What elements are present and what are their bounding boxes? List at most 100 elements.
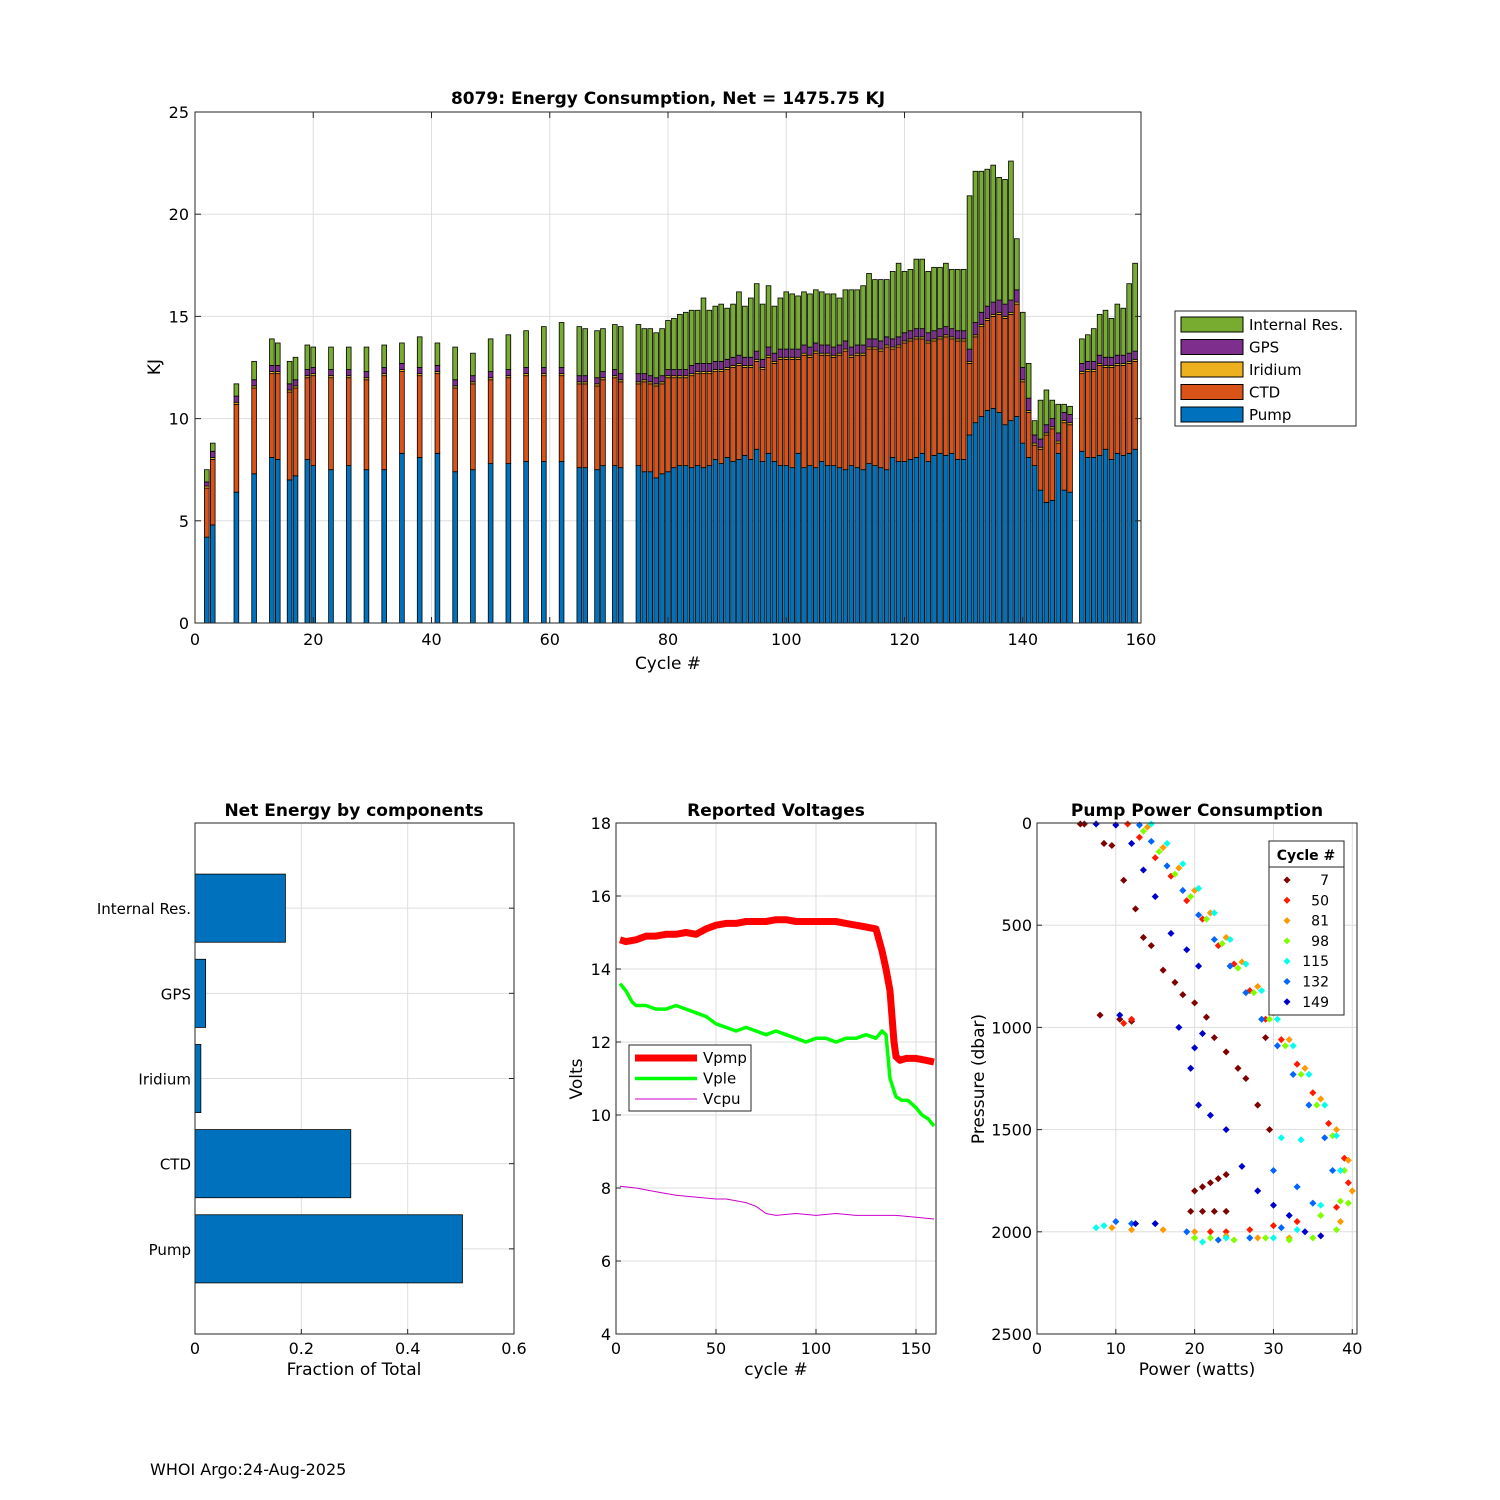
energy-bar-pump — [1126, 452, 1132, 624]
energy-legend-label: Iridium — [1249, 361, 1302, 379]
energy-bar-internal — [972, 170, 979, 323]
footer-stamp: WHOI Argo:24-Aug-2025 — [150, 1460, 347, 1479]
energy-bar-ctd — [209, 459, 216, 526]
voltages-series-vpmp — [618, 916, 935, 1066]
energy-bar-internal — [558, 322, 565, 368]
energy-bar-internal — [1126, 283, 1132, 354]
energy-bar-gps — [1014, 289, 1020, 303]
energy-bar-internal — [854, 289, 860, 346]
net-category-label: Iridium — [138, 1071, 191, 1089]
energy-bar-gps — [209, 450, 216, 458]
energy-bar-gps — [576, 375, 583, 383]
energy-bar-pump — [1120, 454, 1127, 624]
energy-bar-gps — [363, 371, 370, 379]
energy-bar-internal — [1120, 307, 1127, 356]
energy-bar-gps — [771, 352, 778, 362]
energy-bar-internal — [1025, 363, 1032, 399]
energy-legend-swatch-ctd — [1180, 384, 1244, 400]
energy-bar-internal — [1067, 405, 1073, 415]
energy-bar-internal — [830, 293, 837, 348]
energy-legend-swatch-iridium — [1180, 361, 1244, 378]
energy-bar-pump — [706, 465, 713, 624]
energy-bar-internal — [345, 346, 352, 370]
energy-xtick-label: 140 — [1007, 630, 1038, 649]
energy-bar-pump — [771, 461, 778, 624]
energy-bar-internal — [919, 258, 926, 330]
pump-xtick-label: 40 — [1342, 1339, 1362, 1358]
energy-bar-ctd — [617, 381, 624, 469]
energy-bar-gps — [996, 299, 1002, 313]
energy-bar-internal — [269, 338, 275, 366]
energy-bar-ctd — [1031, 444, 1038, 467]
net-bars — [194, 873, 463, 1284]
pump-ticks: 0 10 20 30 40 0 500 1000 1500 2000 2500 — [991, 814, 1362, 1358]
energy-bar-gps — [907, 330, 914, 340]
energy-bar-gps — [1002, 303, 1008, 317]
energy-bar-ctd — [1102, 367, 1109, 450]
energy-bar-internal — [677, 313, 683, 370]
energy-xtick-label: 100 — [771, 630, 802, 649]
energy-bar-internal — [576, 326, 583, 377]
energy-bar-gps — [1120, 354, 1127, 364]
energy-bar-ctd — [434, 373, 441, 454]
energy-bar-gps — [824, 344, 831, 354]
energy-ticks: 0 20 40 60 80 100 120 140 160 0 5 10 15 20 25 — [169, 103, 1157, 649]
energy-bar-gps — [558, 367, 565, 375]
energy-bar-internal — [960, 268, 967, 332]
energy-bar-pump — [523, 461, 529, 624]
energy-bar-pump — [1067, 491, 1073, 624]
energy-bar-pump — [204, 536, 210, 624]
pump-xtick-label: 30 — [1263, 1339, 1283, 1358]
energy-bar-gps — [505, 369, 512, 377]
energy-bar-pump — [943, 454, 949, 624]
energy-bar-internal — [594, 330, 600, 379]
energy-bar-gps — [807, 346, 813, 356]
energy-bar-pump — [1025, 457, 1032, 624]
energy-bar-pump — [310, 465, 317, 624]
energy-bar-ctd — [328, 377, 334, 471]
energy-bar-internal — [470, 352, 476, 377]
energy-bar-internal — [925, 271, 931, 334]
energy-bar-internal — [523, 330, 529, 368]
net-category-label: GPS — [161, 985, 191, 1003]
energy-bar-ctd — [310, 375, 317, 467]
energy-bar-pump — [925, 461, 931, 624]
energy-bar-gps — [872, 338, 878, 348]
energy-bar-gps — [1079, 363, 1085, 372]
energy-bar-ctd — [913, 338, 920, 458]
energy-bar-gps — [1067, 414, 1073, 424]
energy-bar-internal — [795, 295, 801, 350]
energy-bar-pump — [416, 457, 423, 624]
energy-bar-gps — [730, 356, 736, 366]
energy-bar-ctd — [1043, 434, 1050, 503]
energy-bar-pump — [694, 465, 701, 624]
energy-bar-ctd — [996, 313, 1002, 413]
energy-bar-internal — [209, 442, 216, 452]
energy-bar-gps — [860, 344, 866, 354]
energy-bar-pump — [860, 469, 866, 624]
energy-bar-pump — [582, 467, 588, 624]
energy-bar-gps — [434, 365, 441, 372]
energy-bar-internal — [777, 297, 784, 350]
energy-bar-gps — [487, 371, 494, 379]
energy-bar-internal — [996, 177, 1002, 301]
net-bar — [194, 873, 286, 943]
energy-bar-pump — [641, 471, 648, 624]
energy-bar-gps — [895, 336, 902, 346]
energy-bar-gps — [647, 375, 654, 383]
energy-bar-internal — [949, 268, 955, 330]
energy-bar-pump — [659, 473, 665, 624]
energy-bar-ctd — [1055, 442, 1061, 454]
energy-bar-gps — [694, 363, 701, 372]
energy-bar-pump — [895, 461, 902, 624]
energy-bar-gps — [1055, 432, 1061, 442]
energy-bar-ctd — [866, 348, 872, 464]
energy-bar-ctd — [872, 348, 878, 467]
voltages-legend-label: Vple — [703, 1070, 736, 1088]
energy-bar-gps — [1085, 360, 1091, 370]
energy-bar-gps — [292, 379, 299, 387]
voltages-legend-label: Vcpu — [703, 1090, 741, 1108]
energy-bar-internal — [1037, 399, 1044, 440]
energy-bar-ctd — [233, 403, 240, 493]
